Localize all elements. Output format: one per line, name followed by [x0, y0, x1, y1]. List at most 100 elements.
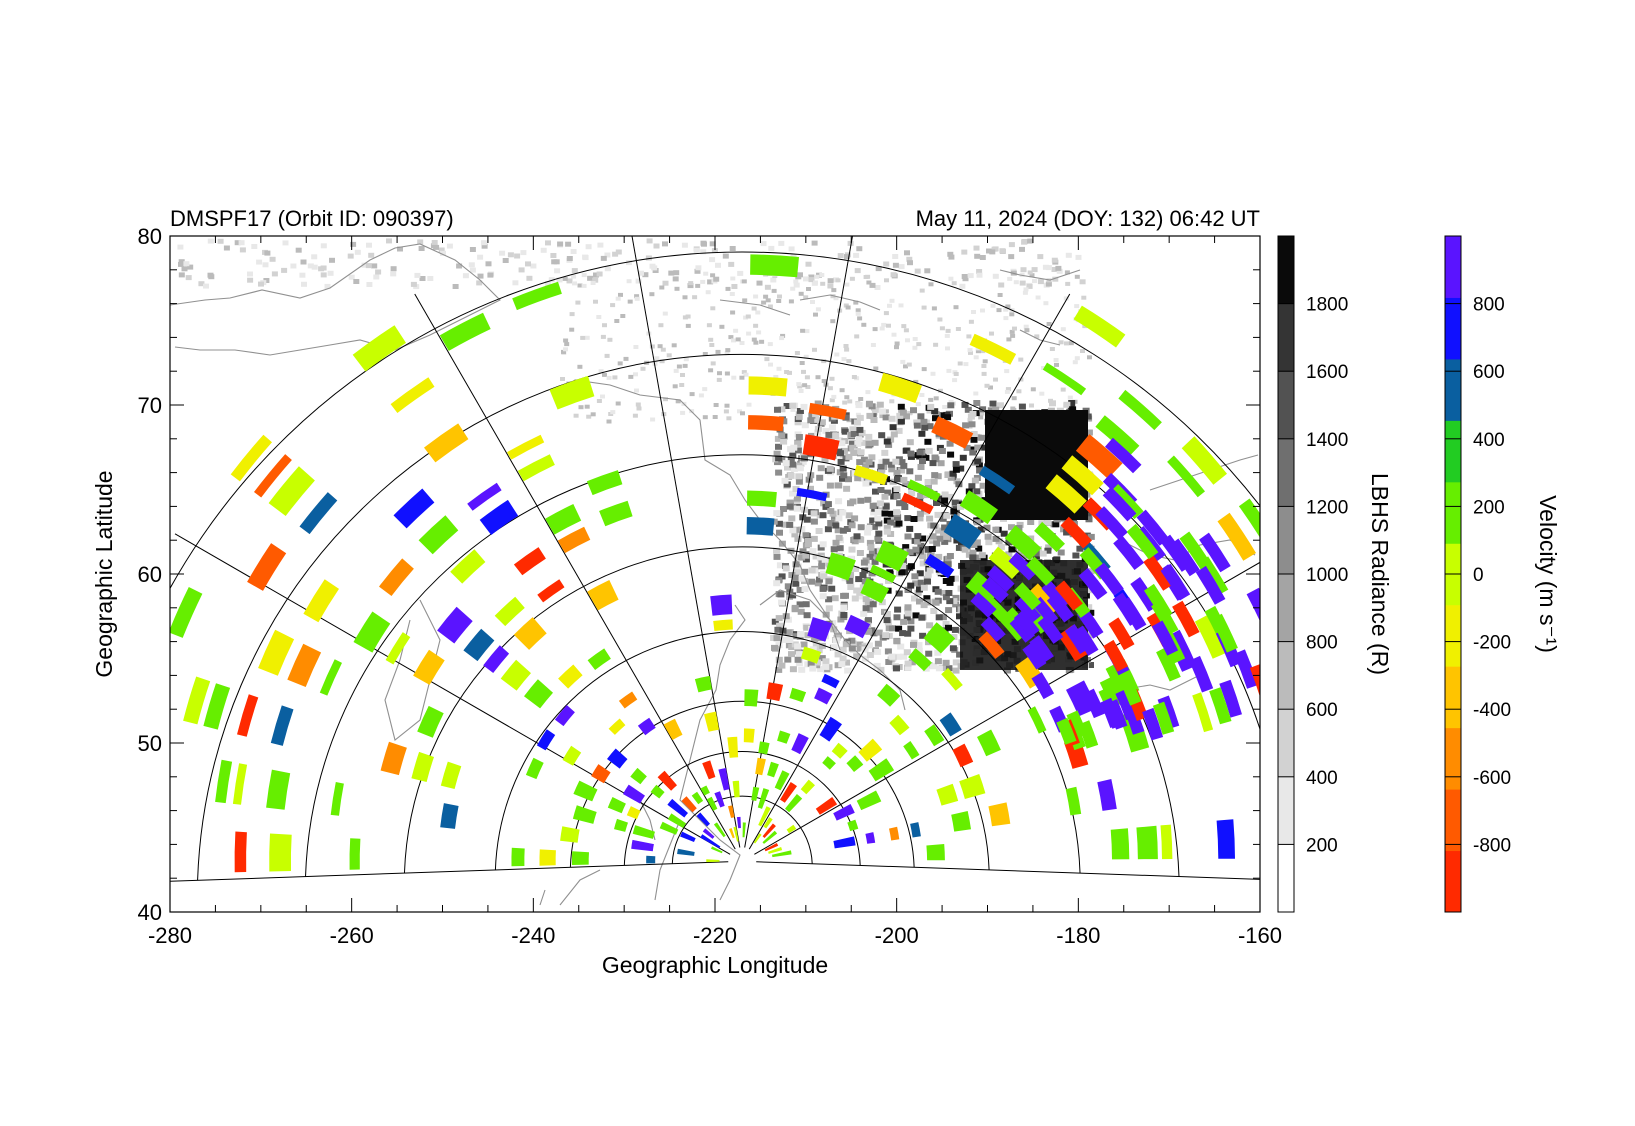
radiance-pixel: [600, 394, 605, 399]
velocity-cell: [1094, 562, 1124, 596]
radiance-pixel: [899, 630, 907, 637]
radiance-pixel: [327, 270, 334, 276]
radiance-pixel: [921, 305, 927, 310]
radiance-pixel: [906, 525, 914, 532]
radiance-pixel: [851, 595, 859, 602]
radiance-pixel: [706, 323, 712, 328]
velocity-cell: [237, 694, 259, 737]
radiance-pixel: [1033, 550, 1041, 557]
radiance-pixel: [1063, 401, 1071, 408]
velocity-cell: [1073, 305, 1126, 348]
radiance-pixel: [776, 529, 783, 536]
radiance-pixel: [1030, 387, 1036, 392]
radiance-pixel: [973, 554, 981, 561]
radiance-pixel: [941, 497, 949, 504]
radiance-pixel: [925, 447, 933, 454]
velocity-cell: [554, 705, 575, 727]
radiance-pixel: [239, 247, 246, 253]
velocity-cell: [747, 490, 777, 508]
radiance-pixel: [929, 460, 937, 467]
radiance-pixel: [604, 353, 610, 358]
radiance-pixel: [885, 632, 893, 639]
radiance-pixel: [950, 598, 958, 605]
radiance-pixel: [854, 475, 862, 482]
radiance-pixel: [577, 364, 583, 369]
radiance-pixel: [729, 292, 735, 296]
radiance-pixel: [1039, 391, 1045, 396]
radiance-pixel: [881, 510, 889, 517]
radiance-pixel: [628, 374, 634, 379]
radiance-pixel: [808, 578, 816, 585]
radiance-pixel: [803, 612, 811, 619]
radiance-pixel: [969, 411, 977, 417]
radiance-pixel: [930, 478, 938, 485]
radiance-pixel: [634, 296, 640, 301]
radiance-pixel: [803, 516, 811, 523]
radiance-pixel: [821, 456, 829, 463]
velocity-cell: [751, 786, 760, 801]
radiance-pixel: [841, 357, 847, 362]
radiance-pixel: [353, 279, 360, 284]
radiance-pixel: [1063, 296, 1069, 301]
radiance-pixel: [1074, 356, 1080, 361]
radiance-pixel: [1027, 519, 1035, 525]
radiance-pixel: [768, 362, 773, 367]
velocity-cell: [910, 822, 921, 838]
radiance-pixel: [851, 515, 859, 522]
radiance-pixel: [928, 546, 936, 552]
radiance-pixel: [764, 284, 771, 290]
velocity-cell: [439, 312, 491, 351]
radiance-pixel: [937, 412, 945, 419]
radiance-pixel: [581, 283, 587, 288]
radiance-pixel: [1085, 516, 1093, 523]
radiance-pixel: [916, 515, 924, 522]
velocity-cell: [702, 760, 716, 780]
radiance-pixel: [803, 354, 809, 359]
radiance-pixel: [198, 281, 205, 287]
velocity-cell: [733, 826, 739, 842]
radiance-pixel: [520, 250, 527, 256]
radiance-pixel: [802, 383, 808, 388]
radiance-pixel: [835, 498, 843, 505]
radiance-pixel: [414, 272, 421, 278]
velocity-cell: [1195, 565, 1226, 605]
radiance-pixel: [878, 459, 886, 466]
radiance-pixel: [810, 510, 818, 517]
radiance-pixel: [487, 272, 494, 278]
radiance-pixel: [787, 472, 795, 479]
radiance-pixel: [373, 274, 380, 280]
radiance-pixel: [1087, 533, 1095, 540]
radiance-pixel: [985, 539, 993, 546]
radiance-pixel: [868, 570, 876, 577]
velocity-cell: [632, 825, 655, 839]
radiance-pixel: [739, 341, 745, 345]
radiance-pixel: [834, 527, 842, 534]
radiance-pixel: [1044, 547, 1052, 554]
radiance-pixel: [850, 450, 858, 456]
radiance-pixel: [844, 254, 850, 260]
radiance-pixel: [832, 539, 840, 546]
radiance-pixel: [796, 408, 804, 414]
radiance-pixel: [947, 575, 955, 582]
velocity-cell: [571, 851, 589, 865]
radiance-pixel: [968, 421, 976, 428]
radiance-pixel: [1044, 519, 1052, 526]
radiance-pixel: [659, 285, 665, 290]
radiance-pixel: [951, 281, 957, 286]
radiance-pixel: [844, 395, 850, 400]
radiance-pixel: [756, 280, 763, 286]
velocity-cell: [815, 797, 838, 815]
radiance-pixel: [598, 369, 604, 374]
velocity-cell: [772, 850, 792, 858]
radiance-pixel: [780, 506, 787, 512]
radiance-pixel: [927, 403, 935, 410]
radiance-pixel: [1000, 530, 1008, 537]
radiance-pixel: [819, 593, 827, 600]
radiance-pixel: [973, 488, 981, 495]
radiance-pixel: [477, 254, 484, 260]
radiance-pixel: [952, 667, 960, 674]
radiance-pixel: [753, 294, 759, 299]
radiance-pixel: [961, 274, 968, 279]
radiance-pixel: [877, 487, 885, 493]
radiance-pixel: [731, 284, 738, 289]
